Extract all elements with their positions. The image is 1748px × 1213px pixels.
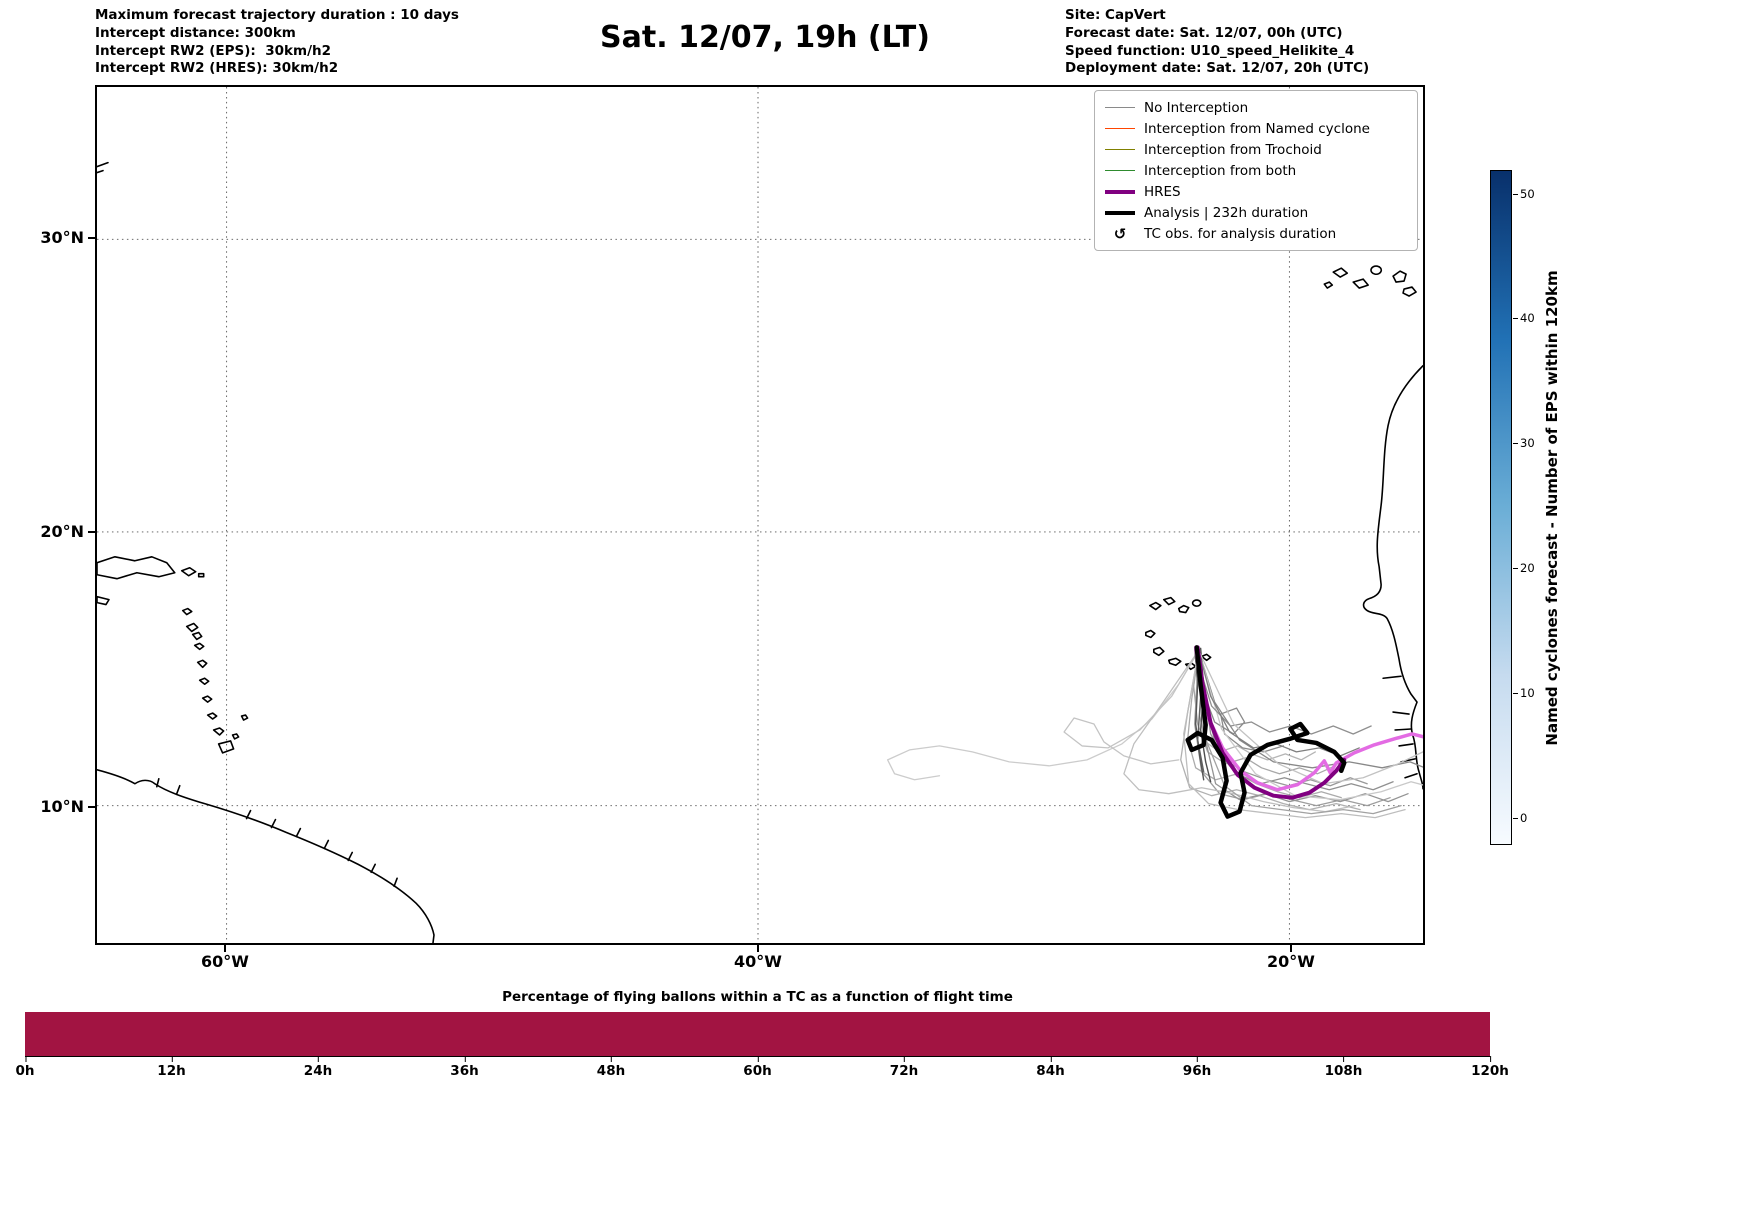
flight-time-tick: 120h	[1471, 1056, 1509, 1079]
flight-time-tick: 108h	[1324, 1056, 1363, 1079]
tc-obs-cyclone-icon: ↺	[1113, 224, 1127, 243]
coastline-south-america	[97, 769, 435, 943]
colorbar-tick: 0	[1512, 811, 1528, 825]
site-info-block: Site: CapVert Forecast date: Sat. 12/07, …	[1065, 7, 1369, 78]
forecast-date-text: Forecast date: Sat. 12/07, 00h (UTC)	[1065, 24, 1343, 41]
trajectory-eps-member-16	[1193, 647, 1205, 781]
both-line-icon	[1105, 169, 1135, 172]
coastlines	[97, 161, 1423, 943]
trajectory-tc-observed-track	[1193, 645, 1423, 792]
map-canvas	[97, 87, 1423, 943]
trajectory-eps-member-8	[1198, 649, 1285, 753]
y-axis-label-20n: 20°N	[40, 522, 84, 541]
colorbar-tick: 50	[1513, 187, 1535, 201]
trochoid-line-icon	[1105, 148, 1135, 151]
x-tickmark	[1290, 945, 1292, 952]
forecast-parameters-block: Maximum forecast trajectory duration : 1…	[95, 7, 459, 78]
y-tickmark	[88, 806, 95, 808]
grid-lines	[97, 87, 1423, 943]
y-axis-label-30n: 30°N	[40, 228, 84, 247]
trajectory-eps-member-9	[1180, 649, 1361, 811]
caribbean-islands	[97, 556, 205, 606]
tc-percentage-bar-chart	[25, 1012, 1490, 1057]
legend-label: Analysis | 232h duration	[1144, 204, 1309, 221]
x-axis-label-20w: 20°W	[1267, 952, 1315, 971]
bottom-chart-x-axis: 0h 12h 24h 36h 48h 60h 72h 84h 96h 108h …	[15, 1056, 1509, 1081]
speed-function-text: Speed function: U10_speed_Helikite_4	[1065, 42, 1355, 59]
flight-time-tick: 84h	[1036, 1056, 1065, 1079]
no-interception-line-icon	[1105, 106, 1135, 109]
flight-time-tick: 36h	[450, 1056, 479, 1079]
map-legend: No Interception Interception from Named …	[1094, 90, 1418, 251]
colorbar-tick: 20	[1513, 561, 1535, 575]
x-tickmark	[224, 945, 226, 952]
y-tickmark	[88, 237, 95, 239]
legend-item: Interception from Trochoid	[1105, 139, 1407, 160]
trajectory-eps-member-2	[1193, 649, 1336, 775]
named-cyclone-line-icon	[1105, 127, 1135, 130]
figure-title: Sat. 12/07, 19h (LT)	[600, 20, 930, 55]
analysis-line-icon	[1105, 210, 1135, 215]
x-tickmark	[757, 945, 759, 952]
trajectory-eps-member-12	[1198, 649, 1409, 803]
intercept-rw2-hres-text: Intercept RW2 (HRES): 30km/h2	[95, 60, 339, 77]
colorbar-label: Named cyclones forecast - Number of EPS …	[1543, 270, 1561, 746]
trajectory-lines	[886, 645, 1423, 819]
flight-time-tick: 0h	[15, 1056, 35, 1079]
y-axis-label-10n: 10°N	[40, 797, 84, 816]
colorbar-tick: 30	[1513, 436, 1535, 450]
trajectory-eps-member-15	[1198, 649, 1372, 735]
coastline-africa-rivers	[1382, 675, 1418, 779]
colorbar-tick: 40	[1513, 311, 1535, 325]
trajectory-eps-member-6	[1198, 649, 1394, 791]
flight-time-tick: 24h	[303, 1056, 333, 1079]
x-axis-label-40w: 40°W	[734, 952, 782, 971]
legend-item: Interception from both	[1105, 160, 1407, 181]
colorbar-tick: 10	[1513, 686, 1535, 700]
max-duration-text: Maximum forecast trajectory duration : 1…	[95, 7, 459, 23]
trajectory-eps-member-20	[1183, 649, 1406, 819]
y-tickmark	[88, 531, 95, 533]
flight-time-tick: 72h	[889, 1056, 919, 1079]
x-axis-label-60w: 60°W	[201, 952, 249, 971]
flight-time-tick: 12h	[157, 1056, 186, 1079]
legend-label: No Interception	[1144, 99, 1249, 116]
lesser-antilles	[181, 607, 249, 754]
tc-percentage-bar-fill	[25, 1012, 1490, 1056]
trajectory-eps-member-11	[1063, 649, 1200, 765]
flight-time-tick: 96h	[1182, 1056, 1212, 1079]
legend-label: TC obs. for analysis duration	[1144, 225, 1337, 242]
legend-item: ↺ TC obs. for analysis duration	[1105, 223, 1407, 244]
eps-count-colorbar	[1490, 170, 1512, 845]
site-text: Site: CapVert	[1065, 7, 1166, 23]
hres-line-icon	[1105, 189, 1135, 194]
legend-item: Interception from Named cyclone	[1105, 118, 1407, 139]
coastline-fragment	[97, 161, 109, 174]
legend-label: HRES	[1144, 183, 1181, 200]
flight-time-tick: 60h	[743, 1056, 772, 1079]
trajectory-hres	[1195, 645, 1347, 800]
coastline-sa-rivers	[156, 777, 398, 888]
trajectory-eps-member-13	[1198, 649, 1423, 801]
legend-item: HRES	[1105, 181, 1407, 202]
trajectory-eps-member-22	[1198, 649, 1402, 815]
intercept-distance-text: Intercept distance: 300km	[95, 24, 296, 41]
legend-item: Analysis | 232h duration	[1105, 202, 1407, 223]
legend-label: Interception from both	[1144, 162, 1297, 179]
canary-islands	[1323, 265, 1417, 297]
trajectory-map: No Interception Interception from Named …	[95, 85, 1425, 945]
trajectory-eps-member-5	[886, 649, 1200, 781]
legend-label: Interception from Named cyclone	[1144, 120, 1370, 137]
flight-time-tick: 48h	[596, 1056, 626, 1079]
legend-label: Interception from Trochoid	[1144, 141, 1322, 158]
bottom-chart-title: Percentage of flying ballons within a TC…	[502, 989, 1013, 1005]
deployment-date-text: Deployment date: Sat. 12/07, 20h (UTC)	[1065, 60, 1370, 77]
trajectory-analysis	[1185, 645, 1347, 819]
legend-item: No Interception	[1105, 97, 1407, 118]
coastline-africa	[1362, 364, 1423, 790]
intercept-rw2-eps-text: Intercept RW2 (EPS): 30km/h2	[95, 42, 331, 59]
trajectory-eps-member-10	[1198, 649, 1423, 769]
trajectory-eps-member-14	[1123, 649, 1356, 813]
